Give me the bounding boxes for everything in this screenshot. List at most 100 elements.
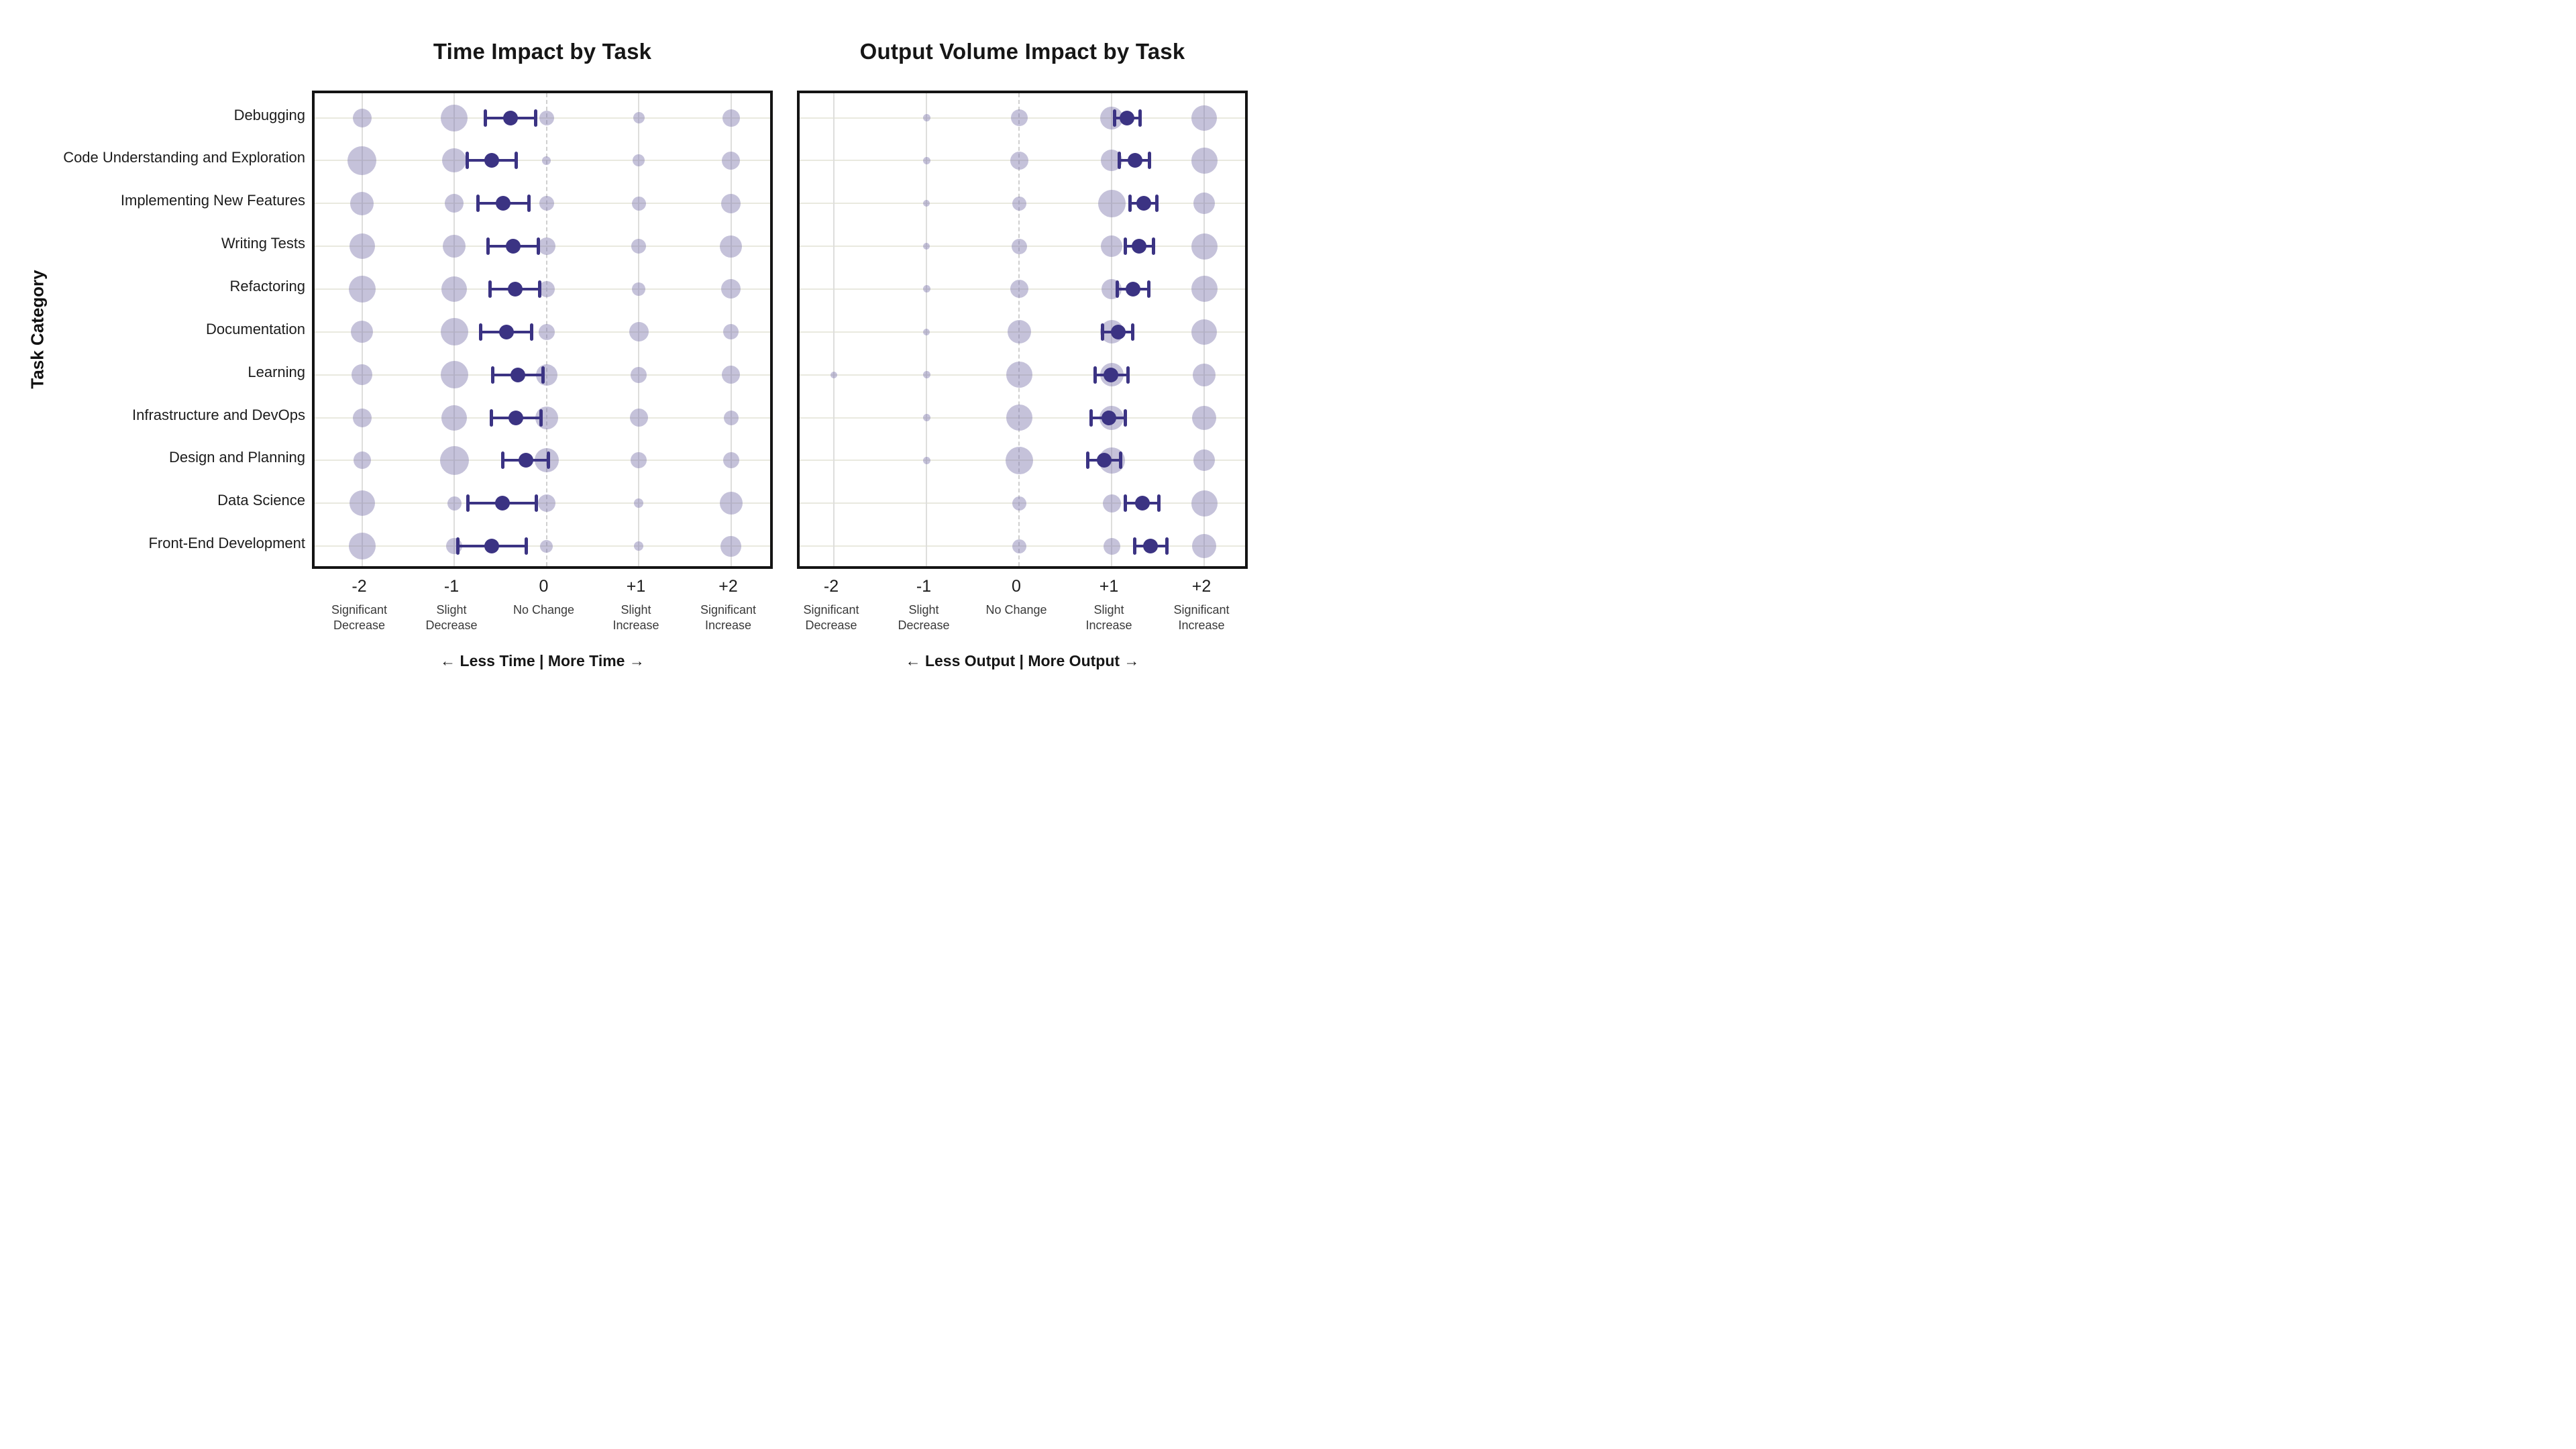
response-bubble	[1192, 405, 1216, 430]
ci-cap-low	[1112, 109, 1116, 127]
response-bubble	[631, 239, 646, 254]
ci-cap-high	[524, 537, 528, 555]
row-gridline	[315, 117, 770, 119]
response-bubble	[1191, 105, 1217, 131]
ci-cap-high	[1151, 237, 1155, 256]
x-tick-sublabel: Significant Decrease	[803, 603, 859, 632]
ci-cap-low	[1117, 152, 1121, 170]
ci-cap-high	[1155, 195, 1159, 213]
response-bubble	[1103, 537, 1120, 555]
row-gridline	[315, 160, 770, 162]
response-bubble	[721, 279, 741, 299]
x-tick-sublabel: No Change	[985, 603, 1047, 616]
x-tick-sublabel: Slight Increase	[1085, 603, 1132, 632]
mean-dot	[1136, 196, 1152, 211]
x-tick-sublabel: Slight Decrease	[425, 603, 478, 632]
left-axis-note: ← Less Time | More Time →	[440, 652, 645, 669]
mean-dot	[1120, 110, 1135, 125]
response-bubble	[720, 535, 741, 557]
ci-cap-high	[514, 152, 518, 170]
row-gridline	[800, 460, 1245, 462]
response-bubble	[923, 243, 930, 250]
ci-cap-low	[1133, 537, 1136, 555]
x-tick-sublabel: Significant Increase	[700, 603, 757, 632]
gridline	[1203, 93, 1205, 566]
ci-cap-high	[1165, 537, 1169, 555]
response-bubble	[1006, 405, 1032, 431]
response-bubble	[352, 364, 372, 386]
x-tick-sublabel: No Change	[513, 603, 575, 616]
response-bubble	[631, 196, 646, 211]
response-bubble	[1010, 151, 1028, 170]
ci-cap-high	[1157, 494, 1161, 513]
response-bubble	[723, 410, 739, 425]
row-gridline	[800, 160, 1245, 162]
ci-cap-high	[539, 409, 543, 427]
response-bubble	[632, 282, 645, 296]
ci-cap-low	[1115, 280, 1119, 298]
x-tick-sublabel: Significant Increase	[1173, 603, 1230, 632]
ci-cap-high	[538, 280, 542, 298]
ci-cap-high	[536, 237, 540, 256]
response-bubble	[722, 452, 739, 469]
row-gridline	[800, 545, 1245, 547]
mean-dot	[484, 539, 500, 554]
response-bubble	[922, 156, 930, 164]
zero-line	[1018, 93, 1020, 566]
mean-dot	[1096, 453, 1112, 468]
x-tick-number: +2	[1191, 577, 1212, 596]
ci-cap-high	[1148, 152, 1152, 170]
category-label: Debugging	[233, 106, 305, 123]
x-tick-number: -2	[823, 577, 839, 596]
ci-cap-low	[488, 280, 492, 298]
response-bubble	[351, 321, 373, 343]
ci-cap-high	[1138, 109, 1142, 127]
ci-cap-low	[484, 109, 488, 127]
mean-dot	[499, 324, 515, 339]
ci-cap-low	[1124, 494, 1128, 513]
ci-cap-low	[479, 323, 483, 341]
response-bubble	[441, 276, 467, 302]
response-bubble	[1097, 189, 1126, 217]
bubble-dot-figure: Task Category Time Impact by Task Output…	[0, 0, 1288, 724]
category-label: Writing Tests	[221, 235, 305, 252]
ci-cap-high	[1119, 451, 1123, 470]
output-impact-plot	[797, 91, 1248, 569]
response-bubble	[348, 275, 376, 303]
mean-dot	[1134, 496, 1150, 511]
response-bubble	[1191, 147, 1218, 174]
response-bubble	[721, 193, 741, 213]
mean-dot	[495, 196, 511, 211]
row-gridline	[315, 502, 770, 504]
left-panel-title: Time Impact by Task	[433, 39, 652, 64]
ci-cap-high	[530, 323, 533, 341]
mean-dot	[1125, 281, 1140, 297]
row-gridline	[800, 331, 1245, 333]
x-tick-sublabel: Slight Increase	[612, 603, 659, 632]
response-bubble	[1012, 539, 1026, 553]
mean-dot	[1142, 539, 1158, 554]
response-bubble	[1101, 235, 1122, 258]
response-bubble	[441, 405, 467, 431]
response-bubble	[1191, 276, 1218, 303]
row-gridline	[315, 545, 770, 547]
response-bubble	[352, 408, 372, 427]
response-bubble	[1010, 280, 1028, 299]
response-bubble	[922, 371, 930, 379]
ci-cap-high	[1146, 280, 1150, 298]
response-bubble	[922, 114, 930, 121]
category-label: Data Science	[217, 492, 305, 509]
mean-dot	[508, 410, 524, 425]
ci-cap-high	[1131, 323, 1135, 341]
response-bubble	[1193, 363, 1216, 386]
mean-dot	[1101, 410, 1116, 425]
time-impact-plot	[312, 91, 773, 569]
response-bubble	[1012, 196, 1026, 211]
x-tick-number: -2	[352, 577, 367, 596]
response-bubble	[1193, 193, 1215, 215]
response-bubble	[722, 109, 740, 127]
row-gridline	[315, 203, 770, 205]
response-bubble	[537, 494, 555, 513]
x-tick-number: +1	[626, 577, 646, 596]
mean-dot	[502, 110, 518, 125]
